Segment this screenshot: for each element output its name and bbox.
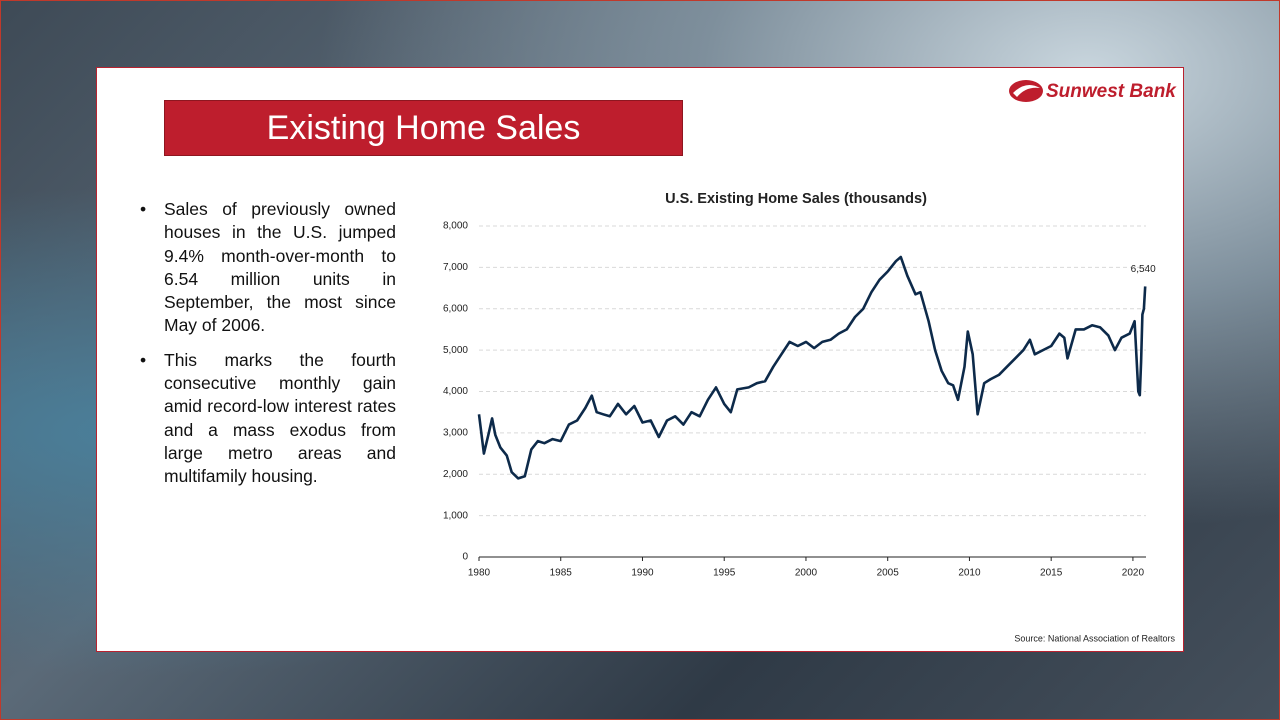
x-tick-label: 2005 (877, 568, 900, 579)
slide-title: Existing Home Sales (164, 100, 683, 156)
x-tick-label: 1980 (468, 568, 491, 579)
x-tick-label: 1990 (631, 568, 654, 579)
logo: Sunwest Bank (1009, 80, 1177, 102)
x-tick-label: 2010 (958, 568, 981, 579)
x-tick-label: 2015 (1040, 568, 1063, 579)
y-tick-label: 8,000 (443, 221, 468, 232)
y-tick-label: 0 (462, 552, 468, 563)
x-tick-label: 2020 (1122, 568, 1145, 579)
y-tick-label: 3,000 (443, 428, 468, 439)
data-line (477, 255, 1147, 480)
bullet: This marks the fourth consecutive monthl… (138, 349, 396, 489)
brand: Sunwest Bank (1046, 81, 1177, 102)
y-tick-label: 6,000 (443, 303, 468, 314)
x-tick-label: 1985 (550, 568, 573, 579)
annotation: 6,540 (1131, 264, 1156, 275)
x-tick-label: 1995 (713, 568, 736, 579)
y-tick-label: 7,000 (443, 262, 468, 273)
source: Source: National Association of Realtors (1014, 633, 1175, 643)
chart-title: U.S. Existing Home Sales (thousands) (665, 191, 927, 207)
y-tick-label: 2,000 (443, 469, 468, 480)
y-tick-label: 1,000 (443, 510, 468, 521)
y-tick-label: 5,000 (443, 345, 468, 356)
y-tick-label: 4,000 (443, 386, 468, 397)
bullet-list: Sales of previously owned houses in the … (138, 198, 396, 500)
x-tick-label: 2000 (795, 568, 818, 579)
bullet: Sales of previously owned houses in the … (138, 198, 396, 338)
